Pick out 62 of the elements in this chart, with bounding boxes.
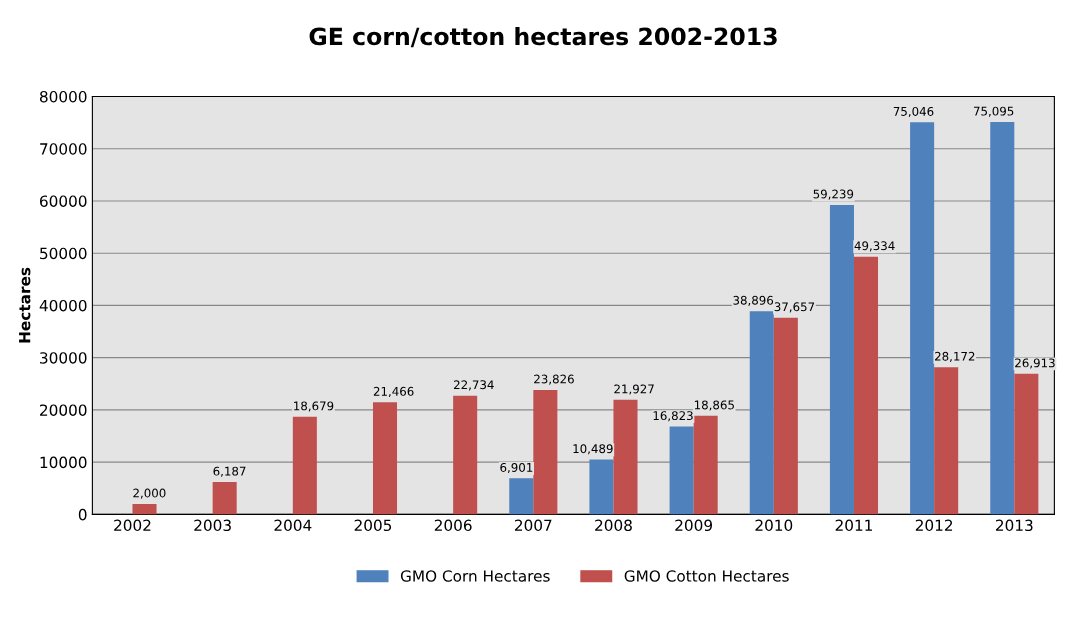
data-label: 21,927 xyxy=(614,384,654,395)
bar xyxy=(533,389,558,515)
legend-label: GMO Cotton Hectares xyxy=(624,570,789,582)
data-label: 75,095 xyxy=(973,106,1014,117)
data-label: 22,734 xyxy=(454,380,494,391)
x-tick-label: 2006 xyxy=(434,519,472,532)
data-label: 18,865 xyxy=(694,400,734,411)
data-label: 2,000 xyxy=(133,488,166,499)
data-label: 59,239 xyxy=(813,189,854,200)
y-tick-label: 0 xyxy=(78,508,87,521)
x-tick-label: 2009 xyxy=(675,519,713,532)
y-tick-label: 20000 xyxy=(40,404,87,416)
x-tick-label: 2011 xyxy=(835,519,872,532)
bar xyxy=(212,482,237,515)
bar xyxy=(669,426,694,515)
x-tick-label: 2002 xyxy=(114,519,151,532)
y-tick-label: 70000 xyxy=(40,143,87,155)
data-label: 10,489 xyxy=(573,444,613,455)
y-tick-label: 60000 xyxy=(40,195,87,207)
y-tick-label: 40000 xyxy=(39,299,87,312)
bar xyxy=(749,311,774,515)
bar xyxy=(910,122,935,515)
y-tick-label: 50000 xyxy=(40,247,87,260)
x-tick-label: 2008 xyxy=(595,519,632,532)
bar xyxy=(693,415,718,515)
data-label: 26,913 xyxy=(1015,358,1055,369)
data-label: 16,823 xyxy=(653,411,693,422)
data-label: 75,046 xyxy=(893,106,934,118)
bar xyxy=(509,478,534,515)
data-label: 38,896 xyxy=(733,295,774,306)
y-tick-label: 10000 xyxy=(40,456,87,469)
bar xyxy=(372,402,398,515)
legend-label: GMO Corn Hectares xyxy=(400,570,550,582)
y-axis-title: Hectares xyxy=(19,267,31,343)
data-label: 6,187 xyxy=(213,466,246,477)
data-label: 6,901 xyxy=(500,462,533,474)
y-tick-label: 80000 xyxy=(39,90,87,103)
bar xyxy=(1014,373,1039,515)
bar xyxy=(132,503,157,515)
bar xyxy=(773,317,798,515)
x-tick-label: 2010 xyxy=(755,519,793,532)
x-tick-label: 2004 xyxy=(274,519,312,532)
data-label: 28,172 xyxy=(935,351,975,362)
y-tick-label: 30000 xyxy=(40,352,87,364)
bar xyxy=(853,256,879,515)
data-label: 18,679 xyxy=(294,401,334,412)
x-tick-label: 2003 xyxy=(194,519,231,532)
data-label: 23,826 xyxy=(534,374,574,385)
bar xyxy=(589,459,614,515)
x-tick-label: 2005 xyxy=(354,519,392,532)
data-label: 49,334 xyxy=(854,241,895,252)
bar xyxy=(292,416,317,515)
bar xyxy=(453,395,478,515)
bar xyxy=(613,399,638,515)
data-label: 37,657 xyxy=(774,302,815,313)
data-label: 21,466 xyxy=(373,386,414,397)
bar xyxy=(990,122,1015,515)
chart-title: GE corn/cotton hectares 2002-2013 xyxy=(309,27,777,48)
x-tick-label: 2013 xyxy=(995,519,1033,532)
x-tick-label: 2007 xyxy=(514,519,552,532)
bar xyxy=(934,367,959,515)
x-tick-label: 2012 xyxy=(915,519,953,532)
